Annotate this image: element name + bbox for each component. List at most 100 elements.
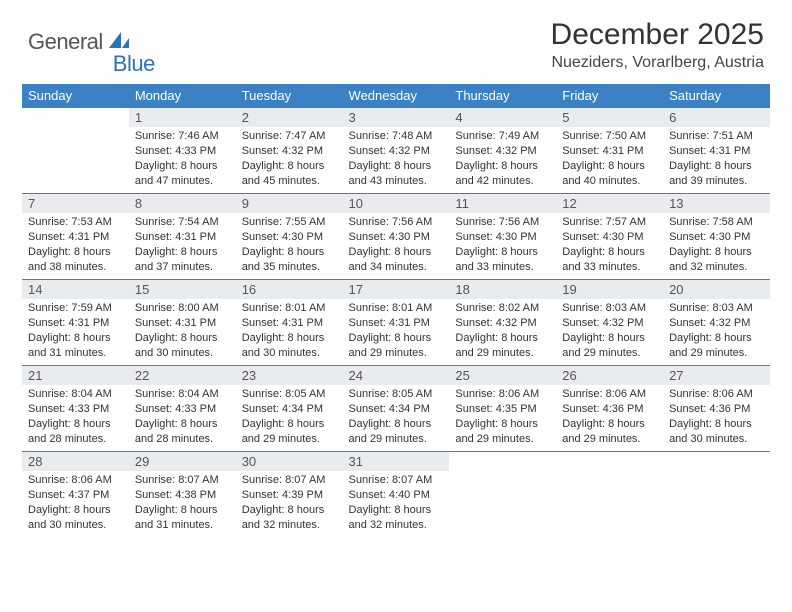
day-number: 13	[663, 194, 770, 213]
day-details: Sunrise: 8:06 AMSunset: 4:37 PMDaylight:…	[22, 471, 129, 536]
day-detail-line: and 32 minutes.	[242, 518, 337, 533]
calendar-cell: 13Sunrise: 7:58 AMSunset: 4:30 PMDayligh…	[663, 194, 770, 280]
day-detail-line: Sunset: 4:36 PM	[562, 402, 657, 417]
calendar-cell: 15Sunrise: 8:00 AMSunset: 4:31 PMDayligh…	[129, 280, 236, 366]
day-detail-line: Daylight: 8 hours	[242, 417, 337, 432]
day-detail-line: Sunrise: 8:02 AM	[455, 301, 550, 316]
day-details: Sunrise: 8:05 AMSunset: 4:34 PMDaylight:…	[343, 385, 450, 450]
day-number: 20	[663, 280, 770, 299]
day-detail-line: Sunset: 4:31 PM	[28, 230, 123, 245]
day-detail-line: Sunset: 4:33 PM	[28, 402, 123, 417]
calendar-cell: 18Sunrise: 8:02 AMSunset: 4:32 PMDayligh…	[449, 280, 556, 366]
calendar-cell: 8Sunrise: 7:54 AMSunset: 4:31 PMDaylight…	[129, 194, 236, 280]
day-detail-line: Sunset: 4:33 PM	[135, 144, 230, 159]
day-detail-line: Sunrise: 7:48 AM	[349, 129, 444, 144]
calendar-cell: 25Sunrise: 8:06 AMSunset: 4:35 PMDayligh…	[449, 366, 556, 452]
day-details: Sunrise: 7:56 AMSunset: 4:30 PMDaylight:…	[343, 213, 450, 278]
day-details: Sunrise: 8:07 AMSunset: 4:39 PMDaylight:…	[236, 471, 343, 536]
day-detail-line: Sunset: 4:31 PM	[349, 316, 444, 331]
calendar-cell: 10Sunrise: 7:56 AMSunset: 4:30 PMDayligh…	[343, 194, 450, 280]
day-detail-line: Sunset: 4:30 PM	[242, 230, 337, 245]
day-details: Sunrise: 7:54 AMSunset: 4:31 PMDaylight:…	[129, 213, 236, 278]
day-detail-line: Sunrise: 7:57 AM	[562, 215, 657, 230]
day-detail-line: Sunset: 4:31 PM	[242, 316, 337, 331]
day-detail-line: Daylight: 8 hours	[562, 331, 657, 346]
day-details: Sunrise: 8:01 AMSunset: 4:31 PMDaylight:…	[343, 299, 450, 364]
calendar-cell: 16Sunrise: 8:01 AMSunset: 4:31 PMDayligh…	[236, 280, 343, 366]
day-details: Sunrise: 7:49 AMSunset: 4:32 PMDaylight:…	[449, 127, 556, 192]
day-detail-line: Daylight: 8 hours	[349, 503, 444, 518]
day-detail-line: Sunset: 4:39 PM	[242, 488, 337, 503]
calendar-cell	[22, 108, 129, 194]
day-details: Sunrise: 8:06 AMSunset: 4:36 PMDaylight:…	[663, 385, 770, 450]
day-detail-line: Sunrise: 7:49 AM	[455, 129, 550, 144]
day-detail-line: Sunset: 4:33 PM	[135, 402, 230, 417]
day-detail-line: and 47 minutes.	[135, 174, 230, 189]
day-detail-line: Daylight: 8 hours	[562, 245, 657, 260]
day-details: Sunrise: 7:48 AMSunset: 4:32 PMDaylight:…	[343, 127, 450, 192]
weekday-header-row: Sunday Monday Tuesday Wednesday Thursday…	[22, 84, 770, 108]
day-detail-line: Sunset: 4:31 PM	[135, 230, 230, 245]
day-details: Sunrise: 8:06 AMSunset: 4:35 PMDaylight:…	[449, 385, 556, 450]
day-detail-line: Sunset: 4:32 PM	[455, 144, 550, 159]
day-number: 28	[22, 452, 129, 471]
day-detail-line: Sunrise: 8:00 AM	[135, 301, 230, 316]
day-detail-line: Daylight: 8 hours	[562, 159, 657, 174]
day-detail-line: and 28 minutes.	[135, 432, 230, 447]
day-details: Sunrise: 7:46 AMSunset: 4:33 PMDaylight:…	[129, 127, 236, 192]
day-details: Sunrise: 8:07 AMSunset: 4:40 PMDaylight:…	[343, 471, 450, 536]
day-details: Sunrise: 8:02 AMSunset: 4:32 PMDaylight:…	[449, 299, 556, 364]
calendar-cell: 20Sunrise: 8:03 AMSunset: 4:32 PMDayligh…	[663, 280, 770, 366]
day-detail-line: Sunset: 4:34 PM	[242, 402, 337, 417]
day-detail-line: Sunrise: 8:05 AM	[242, 387, 337, 402]
day-detail-line: Daylight: 8 hours	[242, 503, 337, 518]
day-number: 9	[236, 194, 343, 213]
calendar-cell: 4Sunrise: 7:49 AMSunset: 4:32 PMDaylight…	[449, 108, 556, 194]
weekday-header: Monday	[129, 84, 236, 108]
day-number: 31	[343, 452, 450, 471]
day-detail-line: Daylight: 8 hours	[242, 245, 337, 260]
calendar-cell: 14Sunrise: 7:59 AMSunset: 4:31 PMDayligh…	[22, 280, 129, 366]
day-detail-line: and 29 minutes.	[242, 432, 337, 447]
day-number: 15	[129, 280, 236, 299]
day-number: 11	[449, 194, 556, 213]
day-number: 5	[556, 108, 663, 127]
calendar-cell: 26Sunrise: 8:06 AMSunset: 4:36 PMDayligh…	[556, 366, 663, 452]
day-details: Sunrise: 7:58 AMSunset: 4:30 PMDaylight:…	[663, 213, 770, 278]
calendar-cell: 11Sunrise: 7:56 AMSunset: 4:30 PMDayligh…	[449, 194, 556, 280]
day-detail-line: Sunrise: 8:06 AM	[28, 473, 123, 488]
day-detail-line: Sunrise: 8:06 AM	[455, 387, 550, 402]
day-detail-line: Daylight: 8 hours	[242, 331, 337, 346]
day-details: Sunrise: 7:57 AMSunset: 4:30 PMDaylight:…	[556, 213, 663, 278]
day-detail-line: Daylight: 8 hours	[669, 417, 764, 432]
day-detail-line: Sunrise: 7:56 AM	[455, 215, 550, 230]
day-number: 18	[449, 280, 556, 299]
weekday-header: Friday	[556, 84, 663, 108]
day-detail-line: and 38 minutes.	[28, 260, 123, 275]
month-title: December 2025	[551, 18, 764, 52]
day-detail-line: Sunset: 4:31 PM	[28, 316, 123, 331]
day-number: 10	[343, 194, 450, 213]
day-number: 4	[449, 108, 556, 127]
location-subtitle: Nueziders, Vorarlberg, Austria	[551, 54, 764, 72]
day-number: 24	[343, 366, 450, 385]
day-detail-line: and 29 minutes.	[562, 432, 657, 447]
calendar-cell: 9Sunrise: 7:55 AMSunset: 4:30 PMDaylight…	[236, 194, 343, 280]
day-detail-line: Sunset: 4:30 PM	[455, 230, 550, 245]
day-detail-line: Sunset: 4:30 PM	[349, 230, 444, 245]
day-detail-line: Sunrise: 7:58 AM	[669, 215, 764, 230]
day-details: Sunrise: 7:59 AMSunset: 4:31 PMDaylight:…	[22, 299, 129, 364]
day-number: 19	[556, 280, 663, 299]
day-detail-line: and 37 minutes.	[135, 260, 230, 275]
calendar-cell: 12Sunrise: 7:57 AMSunset: 4:30 PMDayligh…	[556, 194, 663, 280]
calendar-cell: 22Sunrise: 8:04 AMSunset: 4:33 PMDayligh…	[129, 366, 236, 452]
day-detail-line: Sunrise: 7:47 AM	[242, 129, 337, 144]
day-number: 26	[556, 366, 663, 385]
calendar-cell: 3Sunrise: 7:48 AMSunset: 4:32 PMDaylight…	[343, 108, 450, 194]
day-detail-line: Daylight: 8 hours	[349, 159, 444, 174]
day-detail-line: Sunset: 4:31 PM	[135, 316, 230, 331]
day-detail-line: and 43 minutes.	[349, 174, 444, 189]
day-detail-line: and 29 minutes.	[455, 346, 550, 361]
day-detail-line: Sunrise: 7:54 AM	[135, 215, 230, 230]
day-detail-line: Daylight: 8 hours	[28, 503, 123, 518]
